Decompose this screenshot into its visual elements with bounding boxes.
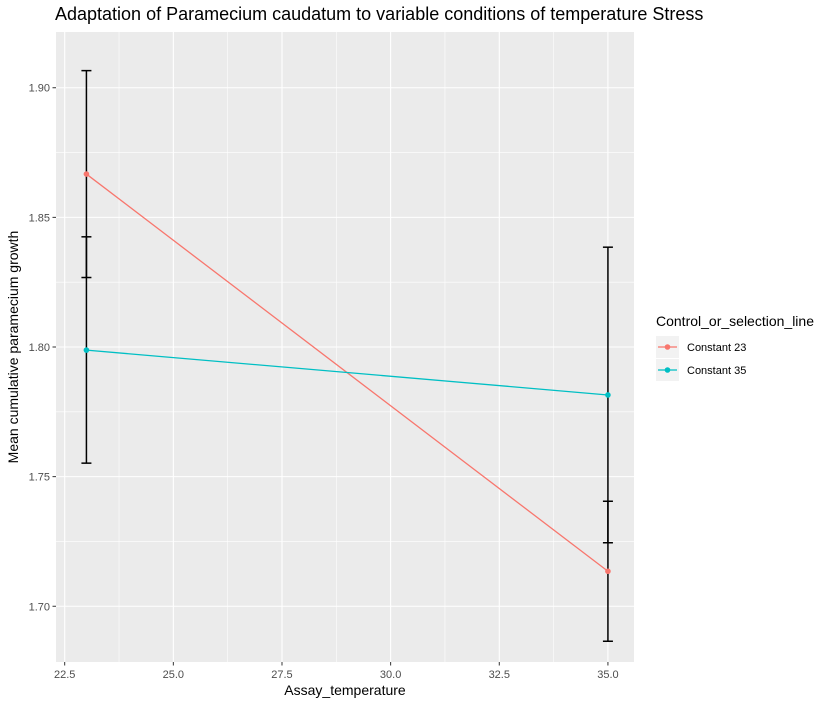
x-tick-label: 22.5 bbox=[54, 669, 75, 681]
x-axis: 22.5 25.0 27.5 30.0 32.5 35.0 bbox=[54, 662, 619, 681]
series-lines bbox=[86, 173, 609, 572]
y-tick-label: 1.80 bbox=[29, 342, 50, 354]
data-point bbox=[83, 347, 90, 353]
x-tick-label: 30.0 bbox=[380, 669, 401, 681]
legend-key-point bbox=[664, 344, 671, 350]
y-tick-label: 1.70 bbox=[29, 601, 50, 613]
x-tick-label: 25.0 bbox=[163, 669, 184, 681]
legend: Control_or_selection_line Constant 23 Con… bbox=[656, 313, 814, 381]
legend-label: Constant 35 bbox=[687, 365, 746, 377]
x-axis-title: Assay_temperature bbox=[284, 682, 406, 698]
legend-key-point bbox=[664, 367, 671, 373]
legend-title: Control_or_selection_line bbox=[656, 313, 814, 329]
series-points bbox=[83, 171, 611, 575]
y-axis-title: Mean cumulative paramecium growth bbox=[5, 231, 21, 464]
y-tick-label: 1.75 bbox=[29, 472, 50, 484]
x-tick-label: 35.0 bbox=[597, 669, 618, 681]
x-tick-label: 27.5 bbox=[271, 669, 292, 681]
y-axis: 1.70 1.75 1.80 1.85 1.90 bbox=[29, 83, 56, 613]
y-tick-label: 1.90 bbox=[29, 83, 50, 95]
x-tick-label: 32.5 bbox=[489, 669, 510, 681]
chart-title: Adaptation of Paramecium caudatum to var… bbox=[55, 4, 703, 24]
legend-label: Constant 23 bbox=[687, 342, 746, 354]
data-point bbox=[605, 392, 611, 398]
data-point bbox=[83, 171, 90, 177]
data-point bbox=[605, 568, 611, 575]
series-line-1 bbox=[86, 349, 608, 396]
y-tick-label: 1.85 bbox=[29, 212, 50, 224]
